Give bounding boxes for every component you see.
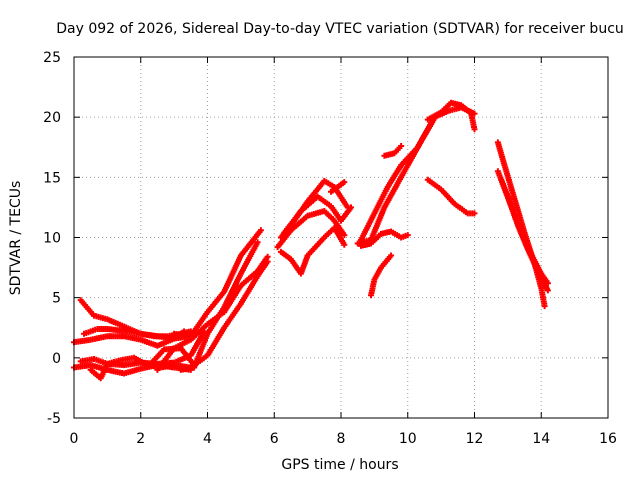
series-track-20 (381, 143, 405, 159)
y-axis-label: SDTVAR / TECUs (8, 181, 24, 296)
series-track-26 (498, 176, 551, 287)
series-track-17 (358, 228, 411, 249)
series-track-15 (328, 179, 348, 195)
data-point (471, 110, 478, 117)
data-point (398, 143, 405, 149)
y-tick-label: 20 (43, 110, 61, 126)
y-tick-label: 10 (43, 231, 61, 247)
chart-title: Day 092 of 2026, Sidereal Day-to-day VTE… (56, 21, 624, 37)
x-axis-label: GPS time / hours (281, 457, 398, 473)
data-point (341, 179, 348, 186)
data-point (264, 253, 271, 260)
y-tick-label: 0 (52, 351, 61, 367)
axis-ticks: 0 2 4 6 8 10 12 14 16 -5 0 5 10 15 20 25 (43, 50, 617, 447)
data-point (341, 232, 348, 239)
data-point (471, 126, 478, 133)
data-point (348, 204, 354, 211)
data-point (544, 280, 551, 287)
x-tick-label: 6 (270, 431, 279, 447)
y-tick-label: 25 (43, 50, 61, 66)
y-tick-label: 15 (43, 170, 61, 186)
x-tick-label: 16 (599, 431, 617, 447)
data-point (541, 303, 548, 310)
x-tick-label: 8 (337, 431, 346, 447)
series-track-9 (171, 227, 264, 340)
grid (74, 57, 608, 418)
series-track-14 (277, 224, 348, 277)
x-tick-label: 4 (203, 431, 212, 447)
y-tick-label: 5 (52, 291, 61, 307)
x-tick-label: 0 (70, 431, 79, 447)
data-point (404, 232, 411, 239)
data-point (341, 241, 348, 248)
y-tick-label: -5 (47, 411, 61, 427)
data-point (388, 252, 395, 259)
x-tick-label: 14 (532, 431, 550, 447)
x-tick-label: 12 (466, 431, 484, 447)
series-track-19 (358, 120, 435, 243)
x-tick-label: 10 (399, 431, 417, 447)
x-tick-label: 2 (136, 431, 145, 447)
data-point (428, 120, 435, 127)
data-point (254, 239, 261, 246)
data-series (71, 99, 551, 382)
series-track-23 (424, 176, 478, 217)
series-track-10 (177, 239, 261, 373)
series-track-22 (431, 104, 478, 121)
data-point (544, 287, 551, 294)
data-point (257, 227, 264, 234)
series-track-13 (281, 193, 354, 236)
data-point (471, 210, 478, 217)
series-track-18 (368, 252, 395, 299)
